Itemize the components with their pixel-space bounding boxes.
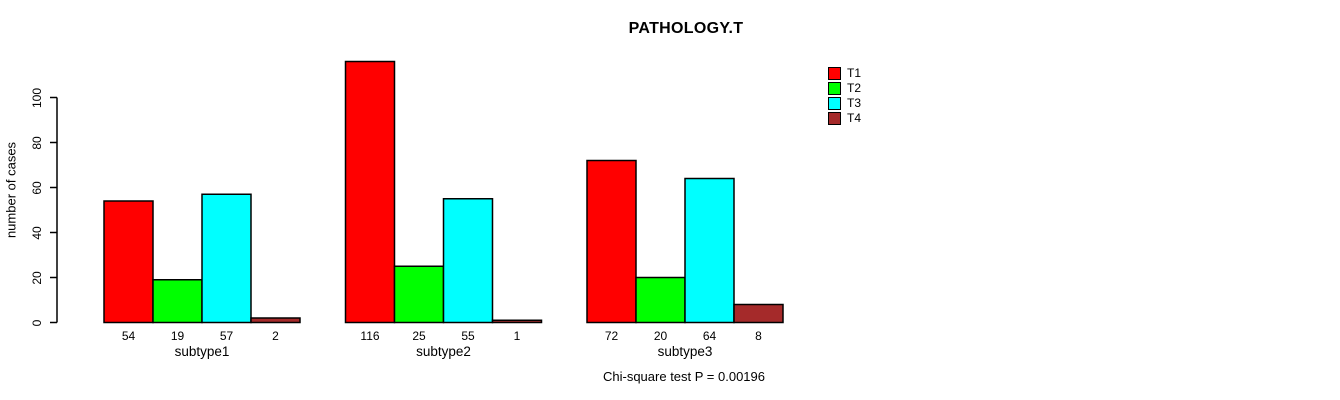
legend-item: T3 [828, 96, 861, 111]
chart-title: PATHOLOGY.T [628, 20, 744, 37]
y-tick-label: 0 [30, 319, 44, 326]
y-tick-label: 40 [30, 225, 44, 240]
bar-subtype1-T3 [201, 193, 252, 324]
bar-value-label: 64 [702, 329, 717, 343]
bar-subtype1-T1 [103, 200, 154, 324]
bar-subtype3-T2 [635, 276, 686, 324]
bar-subtype2-T2 [393, 265, 445, 324]
category-label: subtype3 [657, 344, 713, 359]
legend-item: T1 [828, 66, 861, 81]
y-tick-label: 60 [30, 180, 44, 195]
bar-value-label: 116 [360, 329, 380, 343]
bar-value-label: 2 [272, 329, 279, 343]
y-tick-label: 80 [30, 135, 44, 150]
legend-label: T4 [847, 111, 862, 125]
bar-value-label: 19 [170, 329, 185, 343]
legend-color-swatch [828, 82, 841, 95]
chi-square-caption: Chi-square test P = 0.00196 [602, 369, 766, 384]
legend-color-swatch [828, 67, 841, 80]
bar-value-label: 54 [121, 329, 136, 343]
bar-value-label: 72 [604, 329, 619, 343]
bar-subtype3-T1 [586, 159, 637, 324]
bar-value-label: 25 [412, 329, 426, 343]
y-axis-title: number of cases [3, 141, 19, 239]
y-tick-label: 100 [30, 87, 44, 108]
legend: T1 T2 T3 T4 [828, 66, 861, 126]
bar-subtype1-T2 [152, 279, 203, 324]
legend-label: T2 [847, 81, 862, 95]
bar-value-label: 57 [219, 329, 234, 343]
legend-item: T2 [828, 81, 861, 96]
legend-label: T3 [847, 96, 862, 110]
bar-value-label: 1 [513, 329, 521, 343]
legend-color-swatch [828, 97, 841, 110]
bar-subtype3-T3 [684, 177, 735, 324]
bar-value-label: 55 [461, 329, 475, 343]
legend-color-swatch [828, 112, 841, 125]
bar-value-label: 8 [755, 329, 762, 343]
bar-subtype2-T4 [491, 319, 543, 324]
legend-item: T4 [828, 111, 861, 126]
bar-subtype3-T4 [733, 303, 784, 324]
y-tick-label: 20 [30, 270, 44, 285]
bar-value-label: 20 [653, 329, 668, 343]
bar-subtype1-T4 [250, 317, 301, 324]
category-label: subtype1 [174, 344, 230, 359]
bar-subtype2-T1 [344, 60, 396, 324]
legend-label: T1 [847, 66, 862, 80]
category-label: subtype2 [416, 344, 471, 359]
bar-subtype2-T3 [442, 198, 494, 324]
